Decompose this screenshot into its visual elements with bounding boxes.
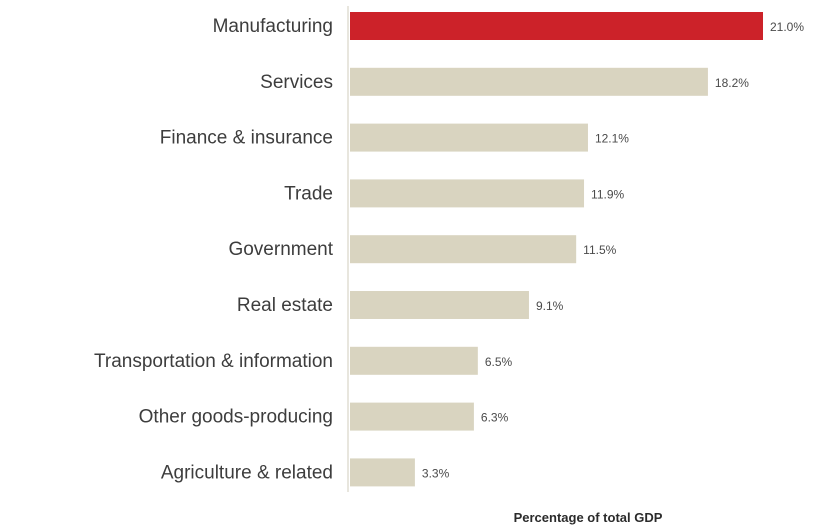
category-label: Agriculture & related [161, 462, 333, 483]
value-label: 11.5% [583, 243, 616, 257]
value-label: 3.3% [422, 466, 450, 480]
bar [350, 235, 577, 264]
bar [350, 67, 708, 96]
bar [350, 346, 478, 375]
bar [350, 402, 474, 431]
value-label: 6.3% [481, 411, 509, 425]
bar [350, 179, 585, 208]
value-label: 12.1% [595, 132, 629, 146]
value-label: 6.5% [485, 355, 513, 369]
bars-group: Manufacturing 21.0% Services 18.2% Finance &… [94, 12, 804, 487]
category-label: Finance & insurance [160, 128, 333, 149]
x-axis-title: Percentage of total GDP [514, 510, 663, 525]
bar [350, 123, 588, 152]
category-label: Government [228, 239, 333, 260]
category-label: Manufacturing [213, 16, 333, 37]
value-label: 21.0% [770, 20, 804, 34]
value-label: 18.2% [715, 76, 749, 90]
bar [350, 458, 415, 487]
value-label: 11.9% [591, 187, 624, 201]
category-label: Real estate [237, 295, 333, 316]
category-label: Services [260, 72, 333, 93]
bar [350, 291, 529, 319]
bar [350, 12, 763, 40]
category-label: Trade [284, 183, 333, 204]
value-label: 9.1% [536, 299, 564, 313]
category-label: Transportation & information [94, 351, 333, 372]
category-label: Other goods-producing [139, 407, 333, 428]
